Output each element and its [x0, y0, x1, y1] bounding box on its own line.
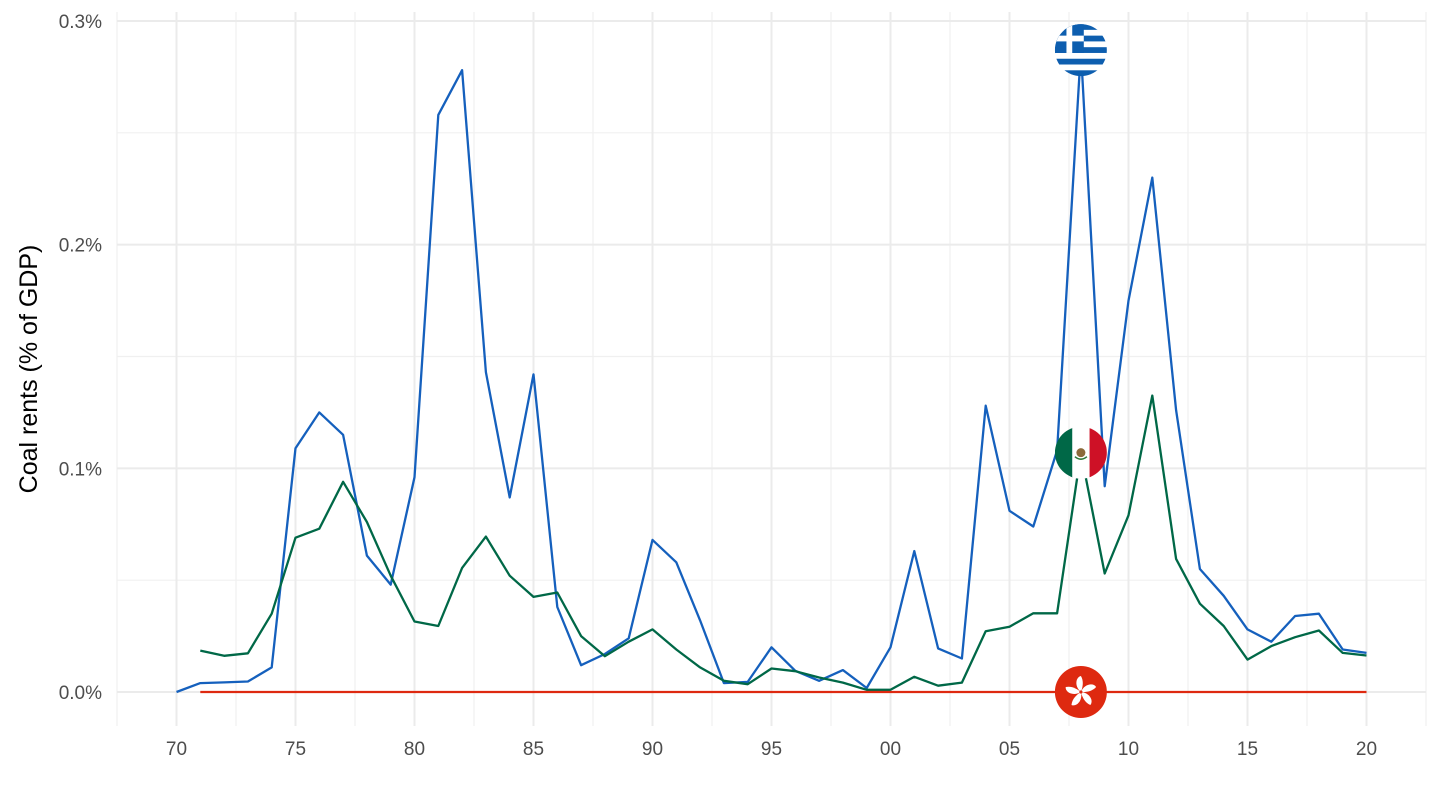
mexico-flag-icon: [1054, 426, 1107, 479]
x-tick-label: 00: [880, 739, 901, 760]
greece-flag-icon: [1054, 24, 1107, 77]
x-tick-label: 70: [166, 739, 187, 760]
x-tick-label: 05: [999, 739, 1020, 760]
series-line-0: [176, 48, 1367, 694]
x-tick-label: 75: [285, 739, 306, 760]
x-tick-label: 10: [1118, 739, 1139, 760]
x-tick-label: 20: [1356, 739, 1377, 760]
y-axis-tick-labels: 0.0% 0.1% 0.2% 0.3%: [59, 12, 102, 704]
x-axis-tick-labels: 70 75 80 85 90 95 00 05 10 15 20: [166, 739, 1377, 760]
series-lines: [176, 48, 1367, 694]
major-gridlines: [117, 12, 1426, 726]
y-tick-label: 0.1%: [59, 459, 102, 480]
flag-markers: [1054, 24, 1107, 718]
y-tick-label: 0.3%: [59, 12, 102, 33]
y-tick-label: 0.0%: [59, 683, 102, 704]
series-line-1: [200, 394, 1367, 691]
y-tick-label: 0.2%: [59, 236, 102, 257]
x-tick-label: 80: [404, 739, 425, 760]
x-tick-label: 90: [642, 739, 663, 760]
x-tick-label: 85: [523, 739, 544, 760]
y-axis-title: Coal rents (% of GDP): [15, 245, 43, 494]
hong-kong-flag-icon: [1054, 666, 1107, 718]
x-tick-label: 15: [1237, 739, 1258, 760]
x-tick-label: 95: [761, 739, 782, 760]
